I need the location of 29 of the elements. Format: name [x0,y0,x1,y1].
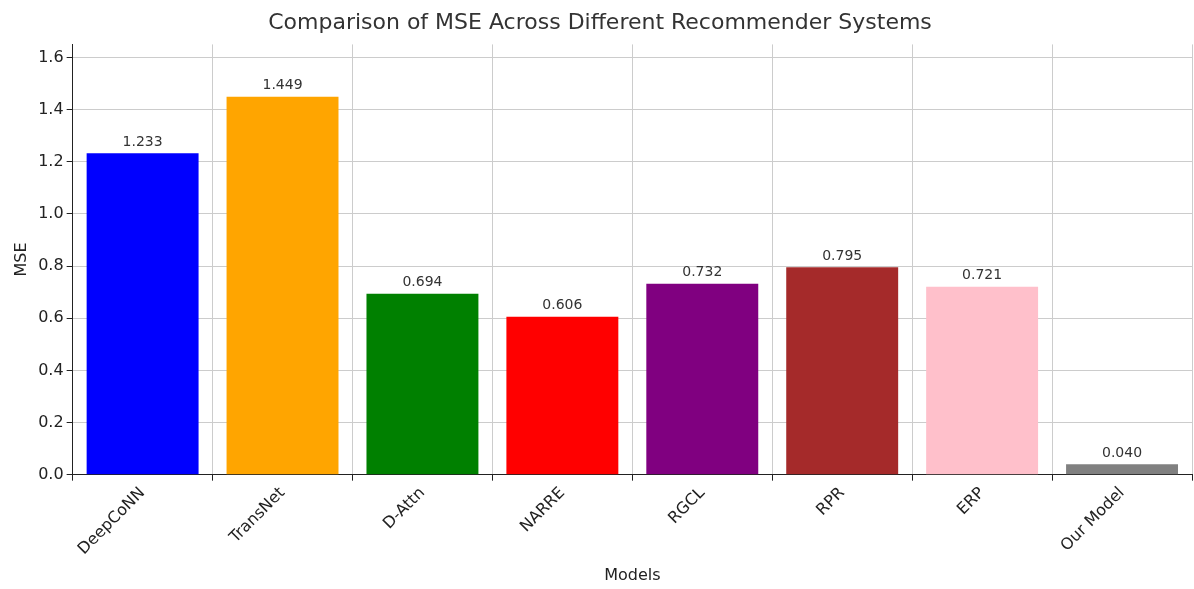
bar [1066,464,1179,475]
data-label: 0.721 [962,266,1003,283]
x-axis-title: Models [604,564,661,584]
chart-title: Comparison of MSE Across Different Recommender Systems [268,8,932,34]
data-label: 0.040 [1101,443,1143,460]
bar [86,153,199,475]
y-tick-label: 0.4 [38,359,64,379]
data-label: 0.795 [822,246,863,263]
bar [226,96,339,475]
bar [506,316,619,475]
x-tick-label: ERP [952,482,989,519]
y-tick-label: 0.0 [38,463,64,483]
y-tick-label: 1.2 [38,150,64,170]
y-tick-label: 0.8 [38,255,64,275]
data-label: 0.732 [682,263,723,280]
y-tick-label: 1.6 [38,46,64,66]
data-label: 0.694 [402,273,443,290]
y-tick-label: 0.6 [38,307,64,327]
bar [926,286,1039,475]
bar [366,293,479,475]
y-tick-label: 0.2 [38,411,64,431]
bar [786,267,899,475]
y-axis-title: MSE [10,242,30,277]
y-tick-label: 1.4 [38,98,64,118]
data-label: 0.606 [542,296,583,313]
data-label: 1.233 [122,132,163,149]
data-label: 1.449 [262,76,303,93]
y-tick-label: 1.0 [38,203,64,223]
bar [646,283,759,475]
